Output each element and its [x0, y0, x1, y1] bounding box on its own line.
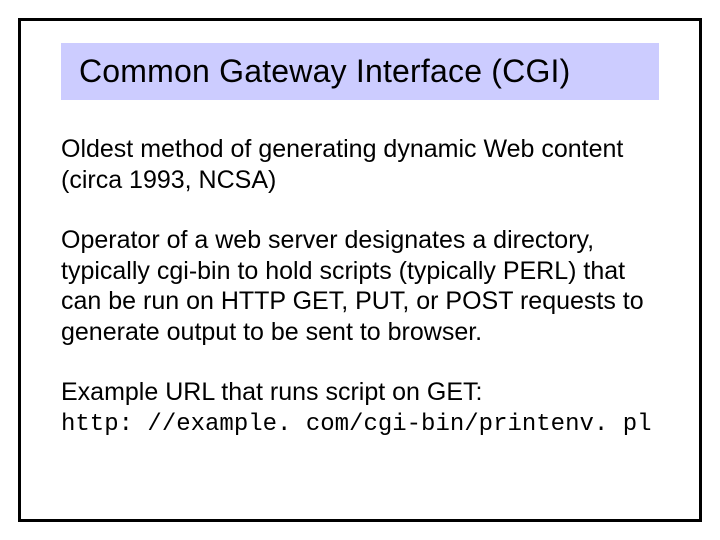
slide-frame: Common Gateway Interface (CGI) Oldest me…: [18, 18, 702, 522]
example-url: http: //example. com/cgi-bin/printenv. p…: [61, 410, 659, 439]
example-intro: Example URL that runs script on GET:: [61, 378, 482, 406]
title-bar: Common Gateway Interface (CGI): [61, 43, 659, 100]
paragraph-2: Operator of a web server designates a di…: [61, 225, 659, 347]
slide-title: Common Gateway Interface (CGI): [79, 53, 641, 90]
paragraph-1: Oldest method of generating dynamic Web …: [61, 134, 659, 195]
paragraph-3: Example URL that runs script on GET: htt…: [61, 377, 659, 439]
